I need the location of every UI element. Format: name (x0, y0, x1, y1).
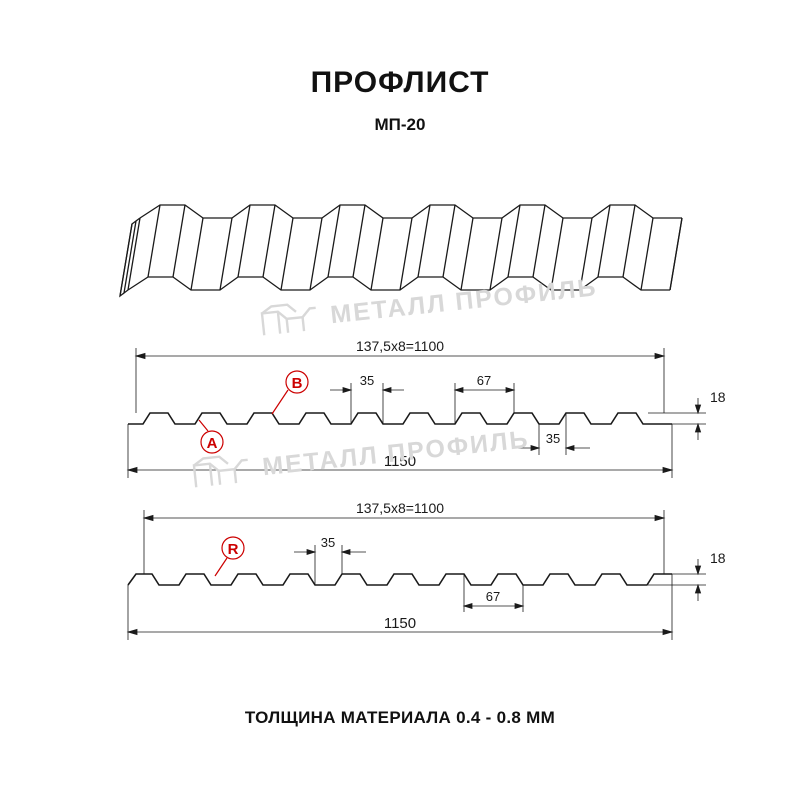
profile-view-bottom (126, 510, 706, 640)
dimension-label-35-a: 35 (360, 373, 374, 388)
page-title: ПРОФЛИСТ (310, 66, 490, 99)
dimension-label-bottom-1: 1150 (384, 453, 416, 470)
profile-view-top (126, 348, 706, 478)
mark-label-r: R (228, 541, 239, 558)
mark-label-b: B (292, 375, 303, 392)
dimension-label-67-b: 67 (486, 589, 500, 604)
dimension-label-35-c: 35 (321, 535, 335, 550)
dimension-label-top-2: 137,5х8=1100 (356, 500, 444, 516)
dimension-label-top-1: 137,5х8=1100 (356, 338, 444, 354)
dimension-label-height-2: 18 (710, 550, 726, 566)
dimension-label-35-b: 35 (546, 431, 560, 446)
dimension-label-bottom-2: 1150 (384, 615, 416, 632)
dimension-label-67-a: 67 (477, 373, 491, 388)
mark-label-a: A (207, 435, 218, 452)
dimension-label-height-1: 18 (710, 389, 726, 405)
material-thickness-note: ТОЛЩИНА МАТЕРИАЛА 0.4 - 0.8 ММ (244, 708, 556, 727)
isometric-sheet-view (119, 204, 683, 298)
page-subtitle: МП-20 (374, 115, 426, 134)
